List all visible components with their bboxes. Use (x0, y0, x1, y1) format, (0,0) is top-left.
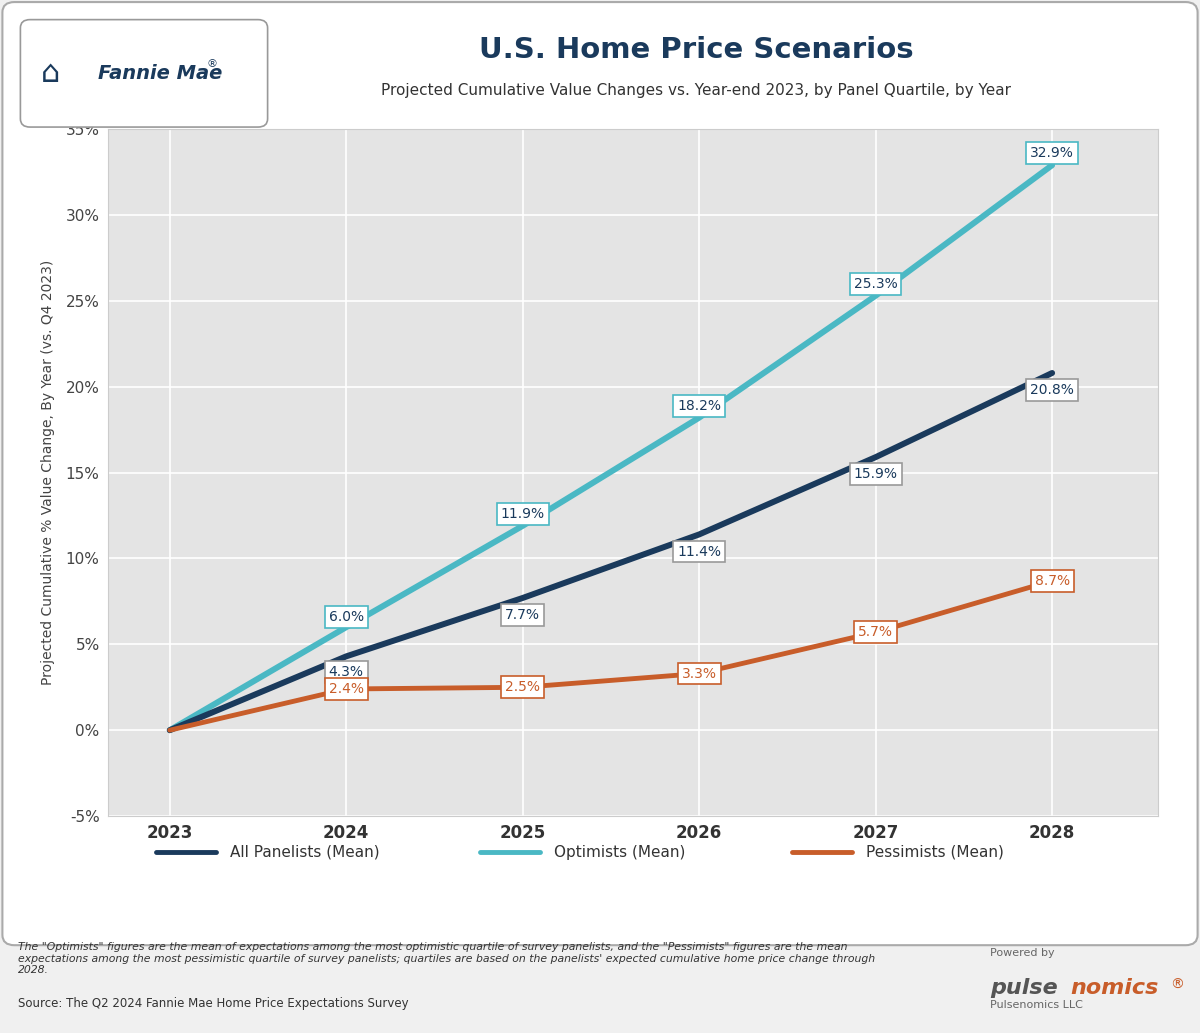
Text: 8.7%: 8.7% (1034, 573, 1069, 588)
Text: 18.2%: 18.2% (677, 399, 721, 412)
Text: 32.9%: 32.9% (1030, 146, 1074, 160)
Text: 11.9%: 11.9% (500, 507, 545, 521)
Text: Source: The Q2 2024 Fannie Mae Home Price Expectations Survey: Source: The Q2 2024 Fannie Mae Home Pric… (18, 997, 409, 1010)
Text: Fannie Mae: Fannie Mae (98, 64, 223, 83)
Text: 25.3%: 25.3% (853, 277, 898, 290)
Text: Pulsenomics LLC: Pulsenomics LLC (990, 1000, 1082, 1010)
Text: 6.0%: 6.0% (329, 609, 364, 624)
Text: nomics: nomics (1070, 978, 1159, 998)
Text: 3.3%: 3.3% (682, 666, 716, 681)
Text: U.S. Home Price Scenarios: U.S. Home Price Scenarios (479, 35, 913, 64)
Text: 2.4%: 2.4% (329, 682, 364, 696)
Text: 4.3%: 4.3% (329, 665, 364, 679)
Text: ⌂: ⌂ (41, 59, 60, 88)
Text: Pessimists (Mean): Pessimists (Mean) (866, 845, 1004, 859)
Text: 2.5%: 2.5% (505, 681, 540, 694)
Text: All Panelists (Mean): All Panelists (Mean) (230, 845, 380, 859)
Y-axis label: Projected Cumulative % Value Change, By Year (vs. Q4 2023): Projected Cumulative % Value Change, By … (41, 260, 54, 685)
Text: 7.7%: 7.7% (505, 608, 540, 622)
Text: pulse: pulse (990, 978, 1057, 998)
Text: 11.4%: 11.4% (677, 544, 721, 559)
Text: 20.8%: 20.8% (1030, 383, 1074, 397)
Text: ®: ® (1170, 978, 1184, 993)
Text: ®: ® (206, 59, 217, 69)
Text: Powered by: Powered by (990, 948, 1055, 959)
Text: 15.9%: 15.9% (853, 467, 898, 481)
Text: Projected Cumulative Value Changes vs. Year-end 2023, by Panel Quartile, by Year: Projected Cumulative Value Changes vs. Y… (382, 84, 1010, 98)
Text: Optimists (Mean): Optimists (Mean) (554, 845, 685, 859)
Text: The "Optimists" figures are the mean of expectations among the most optimistic q: The "Optimists" figures are the mean of … (18, 942, 875, 975)
Text: 5.7%: 5.7% (858, 625, 893, 639)
